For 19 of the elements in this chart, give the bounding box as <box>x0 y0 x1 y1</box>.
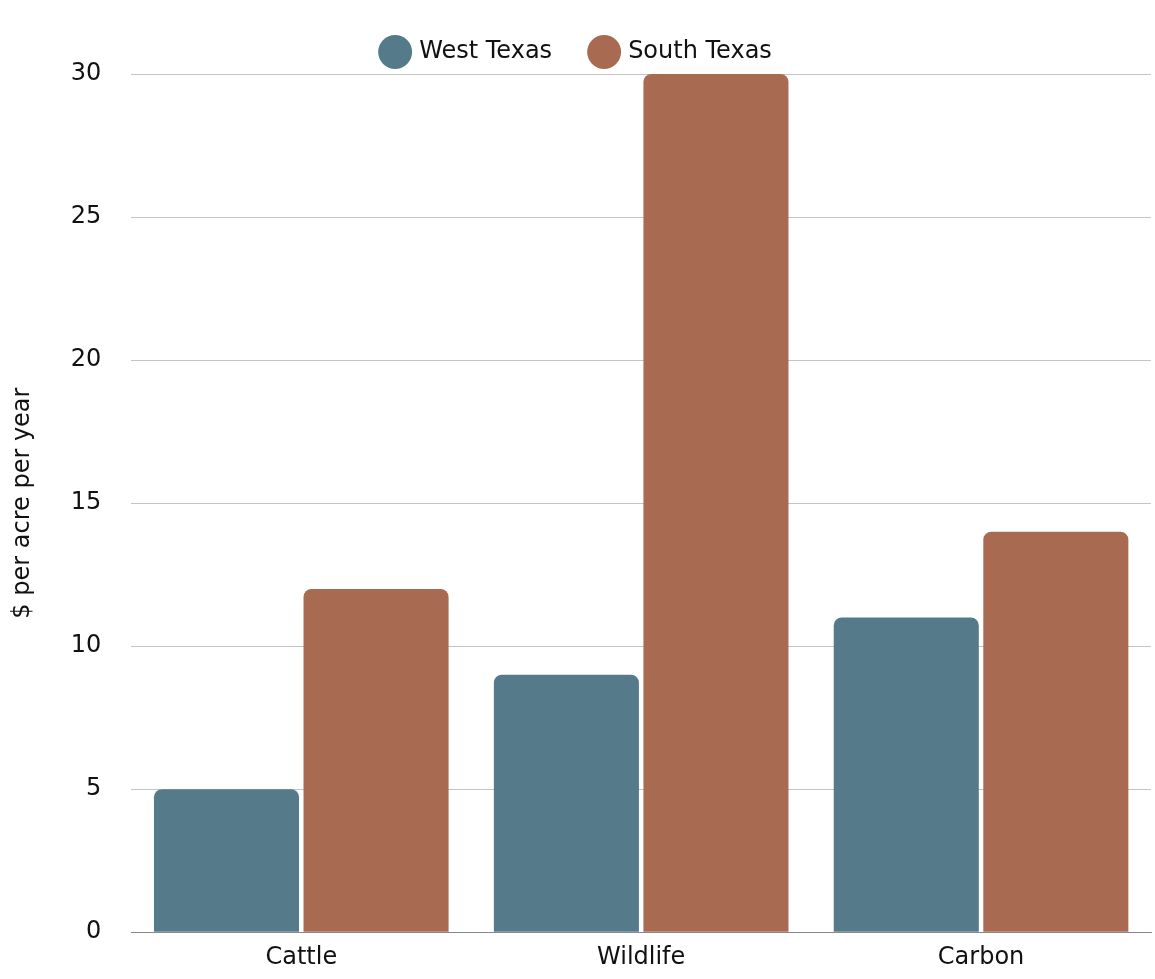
x-tick-label: Wildlife <box>597 941 686 970</box>
legend-label: South Texas <box>628 36 772 65</box>
bar <box>983 531 1129 932</box>
bar <box>833 617 979 932</box>
x-tick-label: Carbon <box>937 941 1025 970</box>
bar <box>493 674 639 932</box>
y-tick-label: 5 <box>86 773 102 802</box>
legend-label: West Texas <box>419 36 553 65</box>
y-tick-label: 20 <box>70 344 102 373</box>
x-tick-label: Cattle <box>265 941 338 970</box>
y-tick-label: 30 <box>70 58 102 87</box>
bar <box>643 74 789 932</box>
bar <box>303 588 449 932</box>
y-tick-label: 15 <box>70 487 102 516</box>
y-tick-label: 25 <box>70 201 102 230</box>
y-axis-title: $ per acre per year <box>6 387 35 619</box>
y-tick-label: 10 <box>70 630 102 659</box>
bar <box>153 789 300 932</box>
y-tick-label: 0 <box>86 916 102 945</box>
